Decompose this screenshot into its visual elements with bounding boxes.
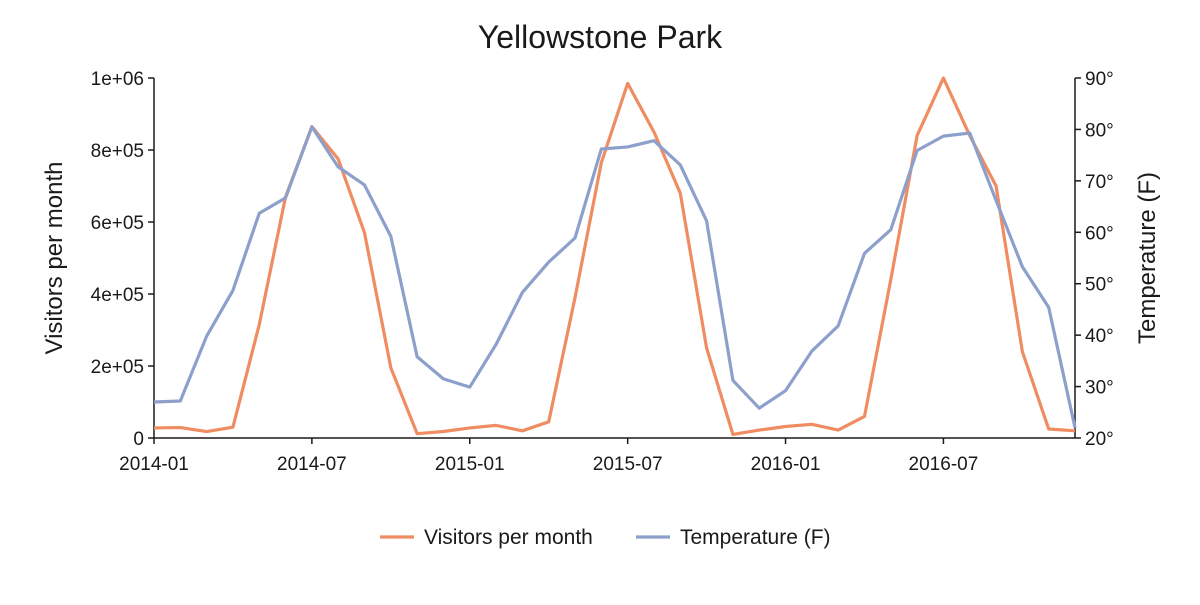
y-right-tick-label: 60° — [1085, 223, 1114, 244]
y-right-tick-label: 50° — [1085, 275, 1114, 296]
x-tick-label: 2016-07 — [909, 454, 979, 475]
chart-title: Yellowstone Park — [478, 19, 723, 55]
series-line-temperature — [153, 125, 1077, 429]
x-tick-label: 2015-07 — [593, 454, 663, 475]
y-axis-right-title: Temperature (F) — [1134, 172, 1161, 344]
y-left-tick-label: 4e+05 — [91, 285, 144, 306]
x-tick-label: 2014-07 — [277, 454, 347, 475]
y-right-tick-label: 20° — [1085, 429, 1114, 450]
x-tick-label: 2016-01 — [751, 454, 821, 475]
series-line-visitors — [153, 76, 1076, 436]
y-left-tick-label: 8e+05 — [91, 141, 144, 162]
y-left-tick-label: 1e+06 — [91, 69, 144, 90]
y-left-tick-label: 6e+05 — [91, 213, 144, 234]
ticks: 2014-01 2014-07 2015-01 2015-07 2016-01 2016-… — [91, 69, 1114, 475]
y-right-tick-label: 90° — [1085, 69, 1114, 90]
x-tick-label: 2015-01 — [435, 454, 505, 475]
axes — [153, 78, 1076, 439]
y-right-tick-label: 40° — [1085, 326, 1114, 347]
y-right-tick-label: 30° — [1085, 378, 1114, 399]
series — [153, 76, 1077, 436]
legend-label-visitors: Visitors per month — [424, 526, 593, 549]
y-right-tick-label: 70° — [1085, 172, 1114, 193]
y-left-tick-label: 2e+05 — [91, 357, 144, 378]
legend: Visitors per month Temperature (F) — [380, 526, 831, 549]
y-right-tick-label: 80° — [1085, 120, 1114, 141]
legend-label-temperature: Temperature (F) — [680, 526, 831, 549]
x-tick-label: 2014-01 — [119, 454, 189, 475]
y-left-tick-label: 0 — [133, 429, 144, 450]
y-axis-left-title: Visitors per month — [41, 162, 68, 355]
